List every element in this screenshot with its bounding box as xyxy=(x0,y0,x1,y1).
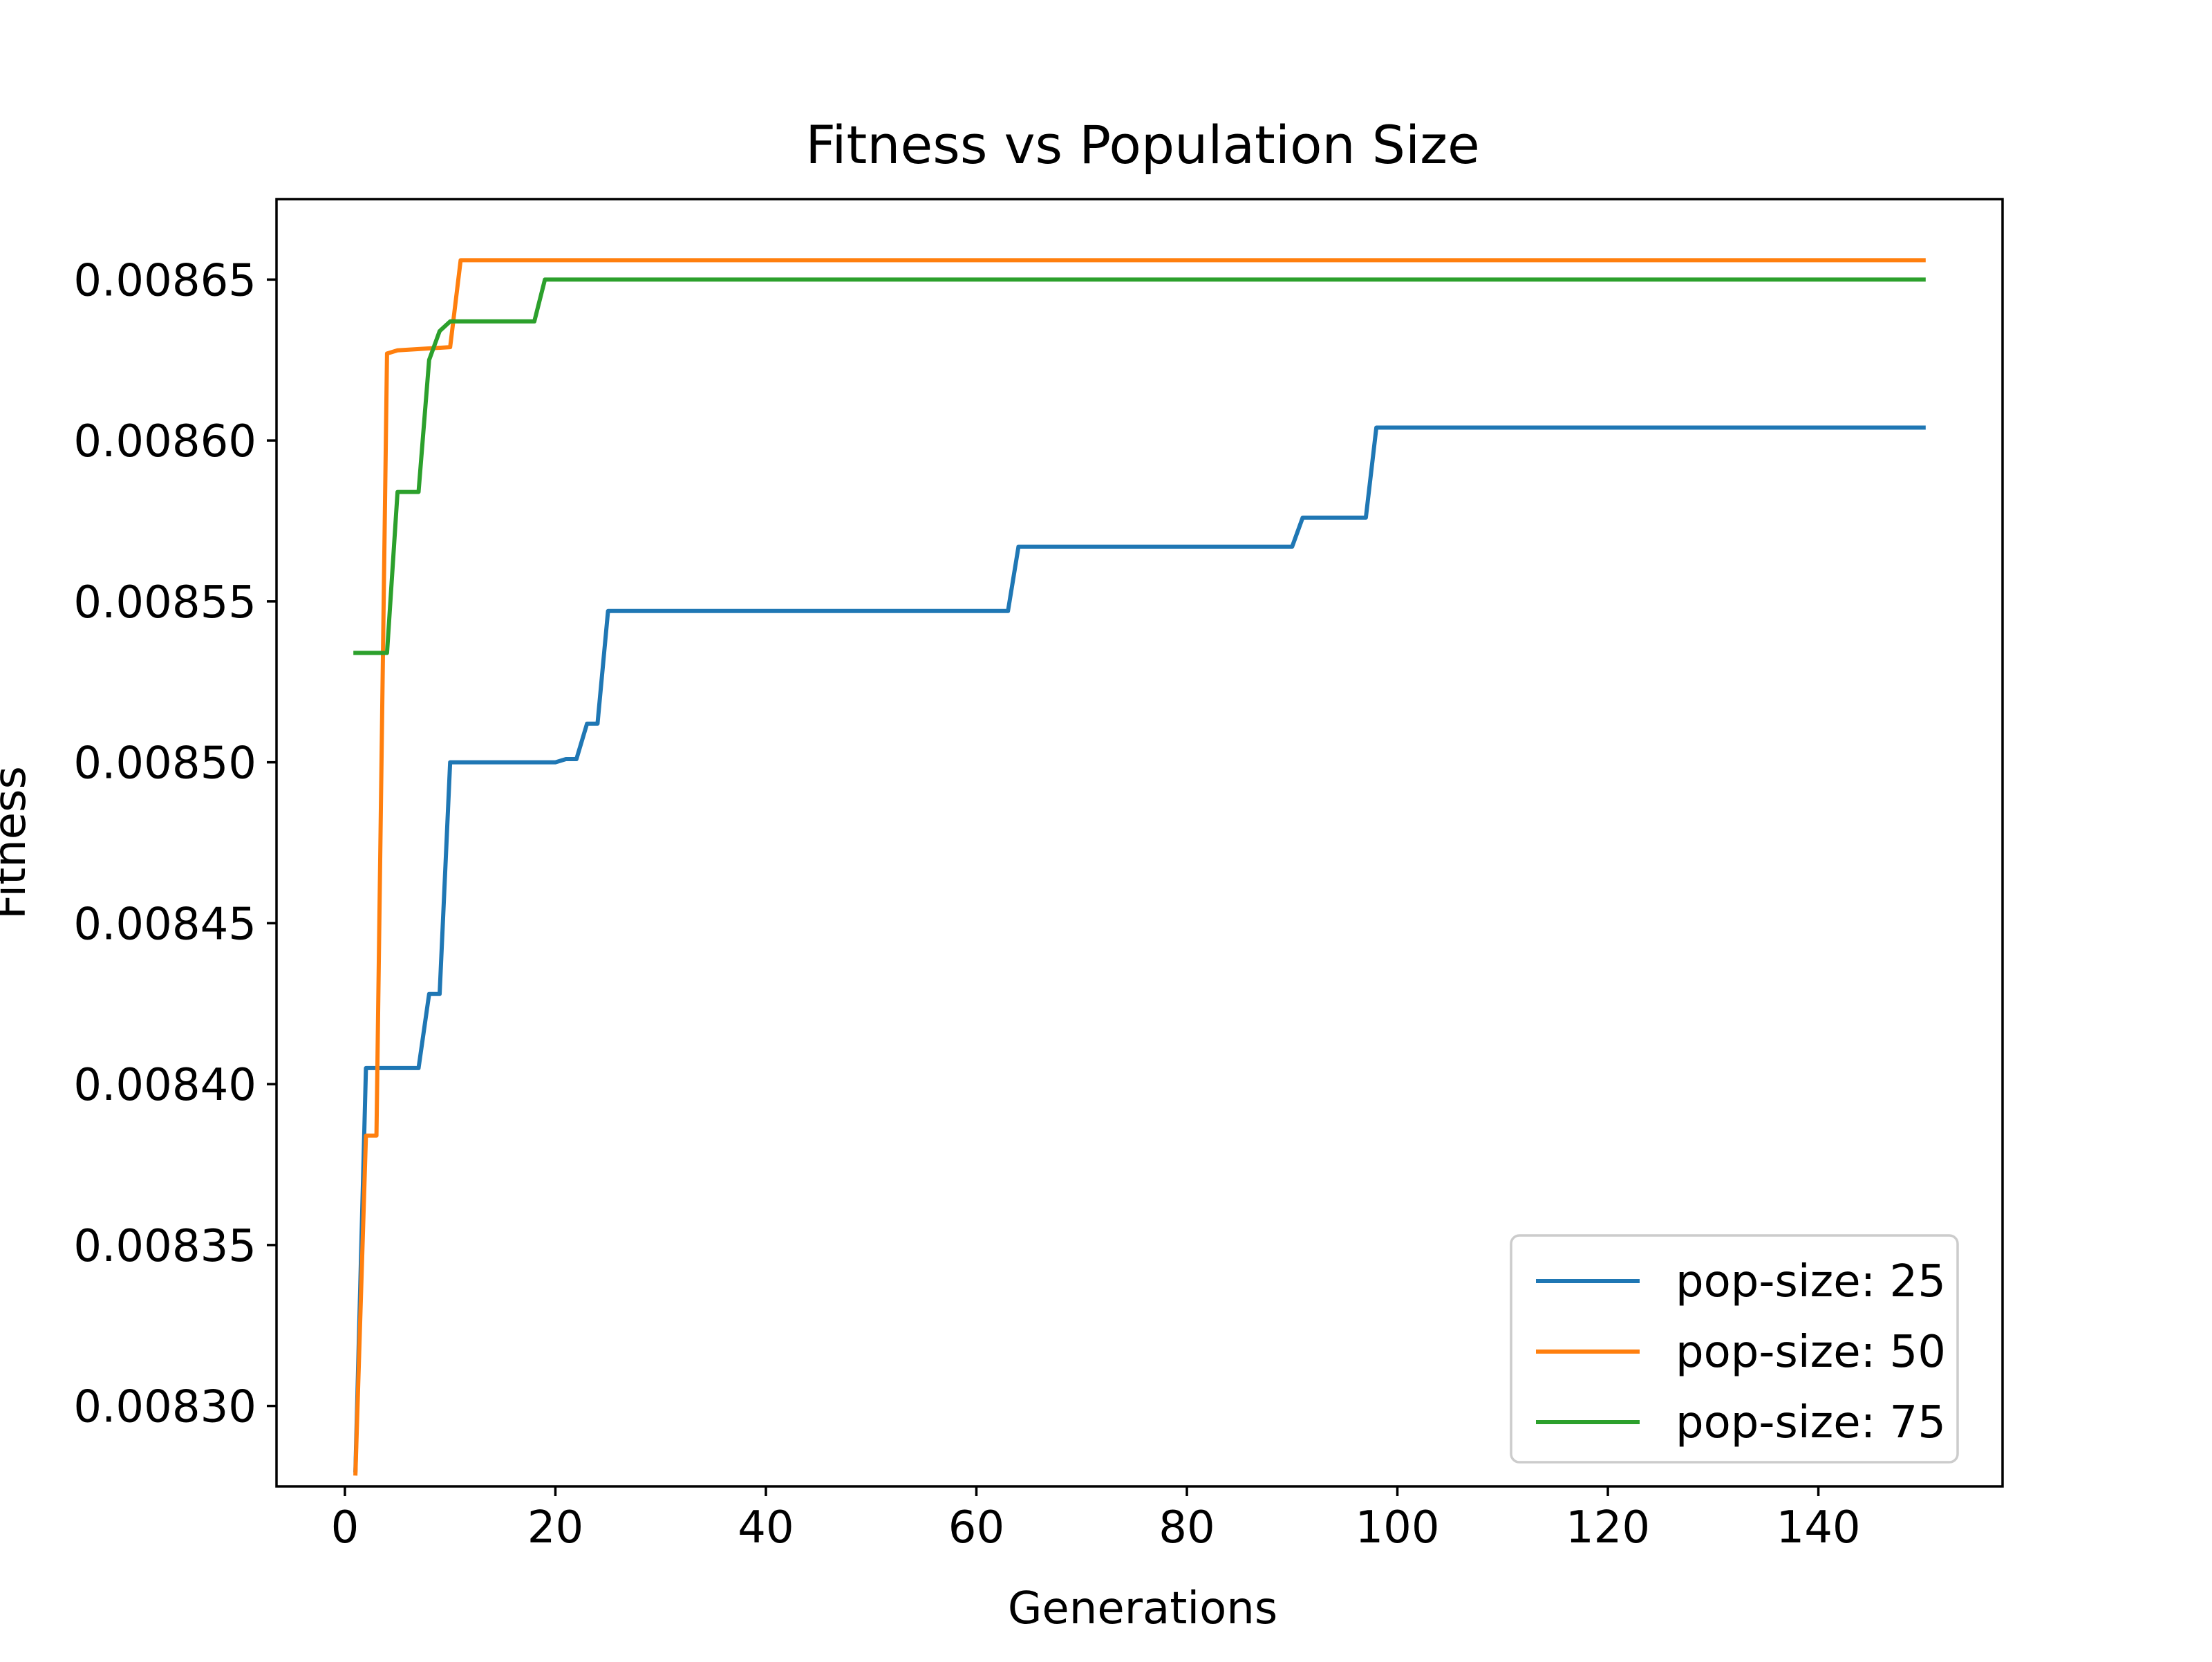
x-tick-label: 40 xyxy=(738,1502,794,1553)
x-tick-label: 140 xyxy=(1776,1502,1860,1553)
legend-label-2: pop-size: 50 xyxy=(1676,1327,1946,1378)
plot-frame xyxy=(275,198,2004,1488)
y-axis-label: Fitness xyxy=(0,766,36,919)
x-tick-label: 120 xyxy=(1566,1502,1650,1553)
y-tick-label: 0.00840 xyxy=(73,1060,256,1111)
y-tick-label: 0.00845 xyxy=(73,899,256,950)
x-tick-label: 60 xyxy=(948,1502,1004,1553)
y-tick-label: 0.00865 xyxy=(73,255,256,306)
x-axis: 0 20 40 60 80 100 120 140 xyxy=(331,1486,1861,1553)
series-layer xyxy=(353,258,1926,1476)
y-tick-label: 0.00850 xyxy=(73,738,256,790)
y-tick-label: 0.00830 xyxy=(73,1382,256,1433)
y-tick-label: 0.00855 xyxy=(73,577,256,628)
legend-box xyxy=(1510,1234,1959,1464)
chart-title: Fitness vs Population Size xyxy=(805,114,1480,176)
series-line-2 xyxy=(353,258,1926,1476)
y-axis: 0.00830 0.00835 0.00840 0.00845 0.00850 0.008… xyxy=(73,255,276,1433)
x-tick-label: 0 xyxy=(331,1502,359,1553)
legend: pop-size: 25 pop-size: 50 pop-size: 75 xyxy=(1510,1234,1959,1464)
x-tick-label: 80 xyxy=(1159,1502,1215,1553)
x-tick-label: 20 xyxy=(527,1502,583,1553)
y-tick-label: 0.00860 xyxy=(73,416,256,467)
x-tick-label: 100 xyxy=(1355,1502,1439,1553)
legend-items: pop-size: 25 pop-size: 50 pop-size: 75 xyxy=(1536,1256,1946,1448)
legend-label-1: pop-size: 25 xyxy=(1676,1256,1946,1307)
x-axis-label: Generations xyxy=(1008,1583,1277,1634)
series-line-1 xyxy=(353,425,1926,1473)
series-line-3 xyxy=(353,277,1926,655)
legend-label-3: pop-size: 75 xyxy=(1676,1397,1946,1448)
y-tick-label: 0.00835 xyxy=(73,1221,256,1272)
